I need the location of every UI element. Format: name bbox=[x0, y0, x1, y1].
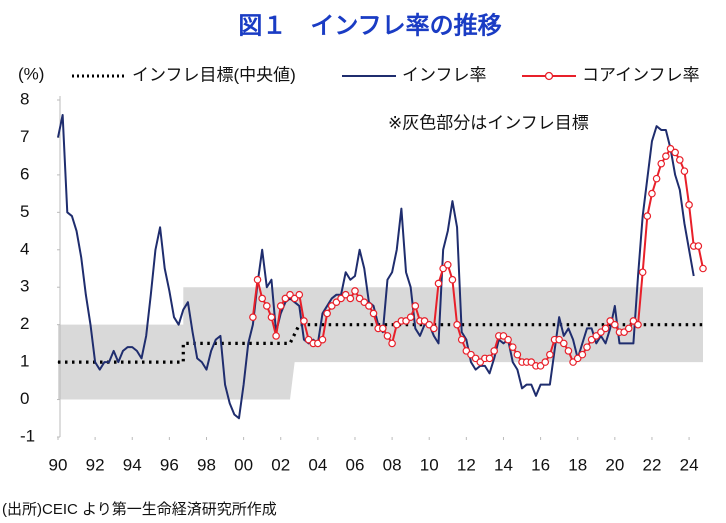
y-tick-label: 2 bbox=[20, 314, 29, 333]
y-tick-label: 4 bbox=[20, 239, 29, 258]
y-tick-label: 5 bbox=[20, 202, 29, 221]
legend: インフレ目標(中央値) インフレ率 コアインフレ率 bbox=[72, 65, 700, 84]
x-tick-label: 16 bbox=[531, 455, 550, 474]
series-marker bbox=[485, 354, 494, 363]
series-marker bbox=[694, 242, 703, 250]
series-marker bbox=[443, 260, 452, 269]
x-tick-label: 14 bbox=[494, 455, 513, 474]
series-marker bbox=[638, 268, 647, 277]
target-band bbox=[58, 287, 703, 400]
x-tick-label: 96 bbox=[160, 455, 179, 474]
series-marker bbox=[634, 320, 642, 329]
series-marker bbox=[671, 148, 679, 157]
series-marker bbox=[624, 324, 633, 333]
series-marker bbox=[253, 275, 262, 284]
legend-label: コアインフレ率 bbox=[582, 65, 700, 84]
series-marker bbox=[388, 339, 396, 348]
series-marker bbox=[578, 350, 587, 359]
chart-title: 図１ インフレ率の推移 bbox=[238, 11, 501, 39]
series-marker bbox=[369, 309, 378, 318]
series-marker bbox=[559, 339, 568, 348]
y-tick-label: 0 bbox=[20, 389, 29, 408]
legend-label: インフレ率 bbox=[402, 65, 487, 84]
series-marker bbox=[351, 287, 359, 295]
series-marker bbox=[508, 343, 517, 351]
x-tick-label: 94 bbox=[123, 455, 142, 474]
x-tick-label: 10 bbox=[420, 455, 439, 474]
series-marker bbox=[699, 264, 707, 273]
x-tick-label: 00 bbox=[234, 455, 253, 474]
y-axis-label: (%) bbox=[18, 64, 44, 83]
annotation: ※灰色部分はインフレ目標 bbox=[388, 113, 589, 132]
series-marker bbox=[346, 294, 355, 303]
series-marker bbox=[430, 324, 438, 333]
series-marker bbox=[541, 358, 550, 366]
x-tick-label: 08 bbox=[383, 455, 402, 474]
series-marker bbox=[657, 159, 666, 168]
series-marker bbox=[411, 302, 420, 310]
series-marker bbox=[564, 347, 573, 355]
series-marker bbox=[546, 350, 554, 359]
x-tick-label: 02 bbox=[271, 455, 290, 474]
series-marker bbox=[267, 313, 276, 321]
series-marker bbox=[276, 302, 285, 310]
series-marker bbox=[652, 174, 661, 183]
x-tick-label: 90 bbox=[49, 455, 68, 474]
series-marker bbox=[457, 335, 466, 344]
source-note: (出所)CEIC より第一生命経済研究所作成 bbox=[2, 501, 277, 518]
series-marker bbox=[448, 275, 457, 284]
series-marker bbox=[300, 317, 308, 325]
series-marker bbox=[680, 167, 689, 175]
series-marker bbox=[490, 347, 498, 355]
x-tick-label: 04 bbox=[308, 455, 327, 474]
series-marker bbox=[263, 302, 271, 310]
series-marker bbox=[318, 335, 327, 344]
legend-label: インフレ目標(中央値) bbox=[132, 65, 296, 84]
x-tick-label: 22 bbox=[642, 455, 661, 474]
x-tick-label: 92 bbox=[86, 455, 105, 474]
y-tick-label: 6 bbox=[20, 164, 29, 183]
series-marker bbox=[434, 279, 443, 288]
series-marker bbox=[295, 290, 304, 299]
series-marker bbox=[601, 324, 610, 333]
x-tick-label: 20 bbox=[605, 455, 624, 474]
series-marker bbox=[323, 309, 331, 318]
series-marker bbox=[365, 302, 373, 310]
series-marker bbox=[611, 320, 619, 329]
series-marker bbox=[685, 201, 693, 209]
series-marker bbox=[504, 335, 512, 344]
y-tick-label: 7 bbox=[20, 127, 29, 146]
y-tick-label: 1 bbox=[20, 352, 29, 371]
series-marker bbox=[406, 313, 415, 321]
series-marker bbox=[675, 156, 684, 164]
series-marker bbox=[513, 350, 522, 359]
y-tick-label: 3 bbox=[20, 277, 29, 296]
series-marker bbox=[662, 152, 670, 160]
series-marker bbox=[383, 332, 392, 340]
legend-marker bbox=[544, 71, 554, 81]
y-tick-label: -1 bbox=[20, 426, 35, 445]
x-tick-label: 06 bbox=[346, 455, 365, 474]
series-marker bbox=[379, 324, 387, 333]
series-marker bbox=[643, 212, 652, 220]
series-line bbox=[58, 323, 703, 364]
x-tick-label: 18 bbox=[568, 455, 587, 474]
series-marker bbox=[648, 189, 656, 198]
x-tick-label: 12 bbox=[457, 455, 476, 474]
series-marker bbox=[258, 294, 266, 303]
x-tick-label: 24 bbox=[680, 455, 699, 474]
series-marker bbox=[249, 313, 257, 321]
x-tick-label: 98 bbox=[197, 455, 216, 474]
y-tick-label: 8 bbox=[20, 89, 29, 108]
series-marker bbox=[453, 320, 461, 329]
series-marker bbox=[272, 332, 280, 340]
series-marker bbox=[583, 343, 591, 351]
